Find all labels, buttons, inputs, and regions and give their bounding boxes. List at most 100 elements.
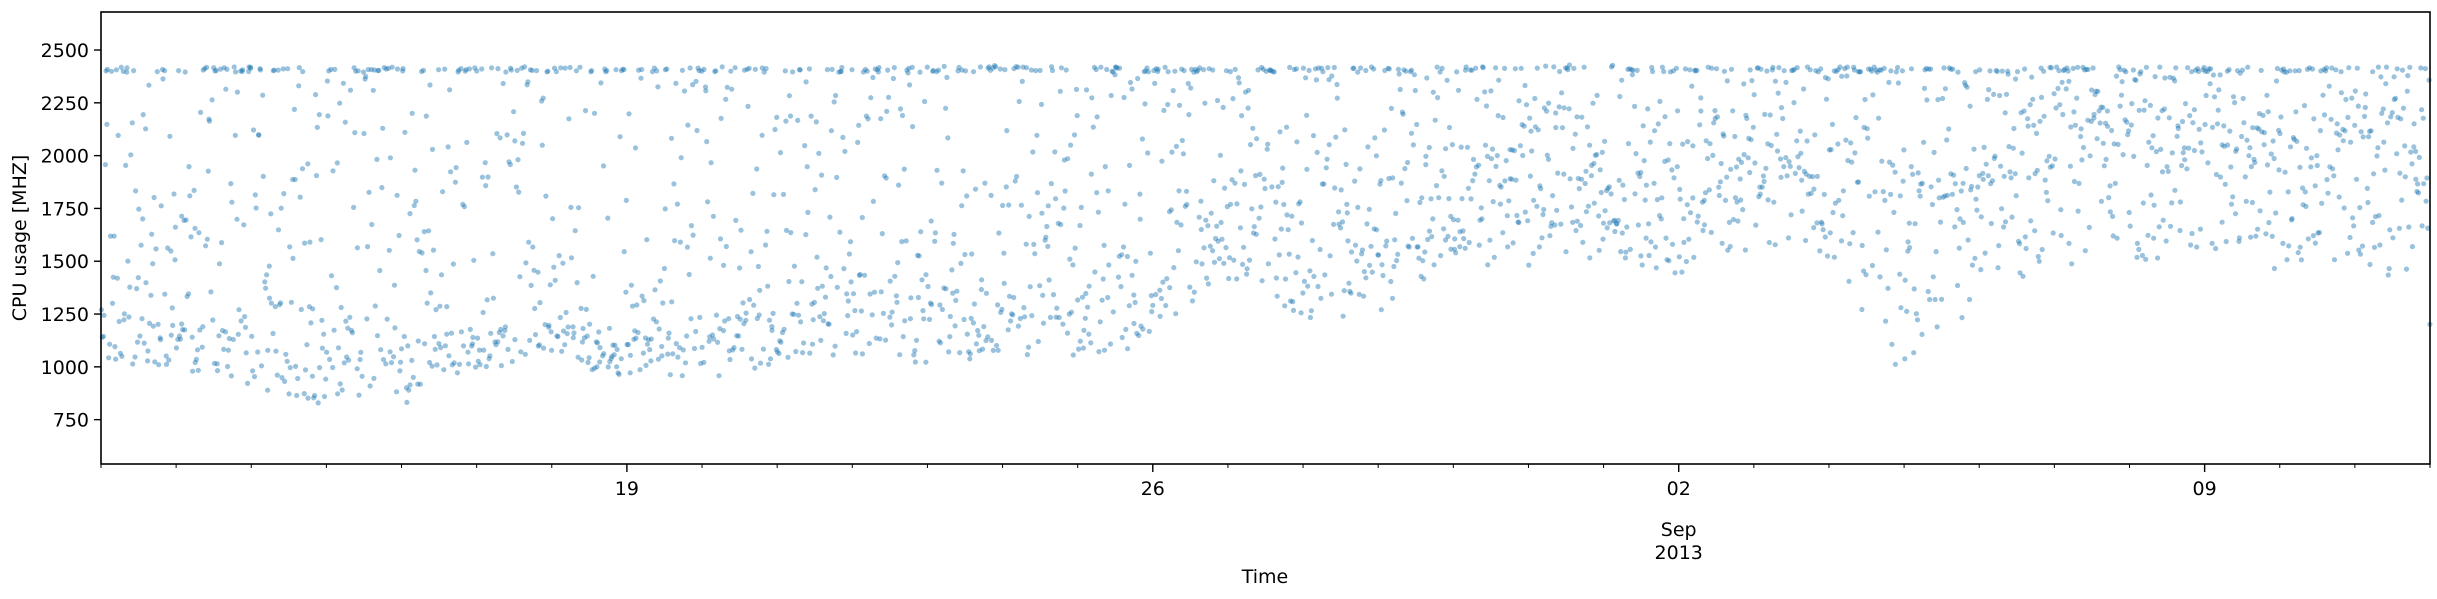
scatter-point	[1281, 201, 1287, 208]
scatter-point	[498, 326, 504, 332]
scatter-point	[988, 337, 995, 343]
scatter-point	[513, 184, 520, 190]
scatter-point	[1232, 66, 1238, 72]
scatter-point	[632, 145, 639, 151]
scatter-point	[2252, 159, 2258, 166]
scatter-point	[1210, 248, 1216, 254]
scatter-point	[1042, 237, 1048, 243]
scatter-point	[1500, 230, 1506, 236]
scatter-point	[1928, 66, 1934, 72]
scatter-point	[2044, 158, 2050, 164]
scatter-point	[2232, 211, 2239, 217]
scatter-point	[2338, 90, 2344, 96]
scatter-point	[557, 314, 563, 321]
scatter-point	[2387, 227, 2393, 233]
scatter-point	[1686, 236, 1692, 242]
scatter-point	[1250, 230, 1257, 236]
scatter-point	[1068, 309, 1075, 315]
scatter-point	[1640, 123, 1646, 129]
scatter-point	[2202, 68, 2209, 74]
scatter-point	[1134, 330, 1140, 336]
scatter-point	[649, 69, 656, 75]
scatter-point	[265, 387, 271, 393]
scatter-point	[490, 251, 496, 257]
scatter-point	[776, 350, 782, 357]
scatter-point	[822, 294, 829, 300]
scatter-point	[925, 283, 931, 290]
scatter-point	[878, 289, 884, 295]
scatter-point	[1913, 311, 1919, 317]
scatter-point	[716, 373, 722, 379]
scatter-point	[993, 64, 999, 70]
scatter-point	[966, 349, 972, 355]
scatter-point	[2269, 233, 2275, 239]
scatter-point	[1929, 201, 1935, 208]
scatter-point	[1045, 203, 1051, 209]
scatter-point	[1965, 237, 1971, 243]
scatter-point	[204, 64, 210, 70]
scatter-point	[1840, 213, 1846, 219]
scatter-point	[562, 342, 568, 348]
scatter-point	[1180, 151, 1186, 157]
scatter-point	[2037, 118, 2043, 124]
scatter-point	[637, 367, 643, 373]
scatter-point	[853, 350, 859, 356]
scatter-point	[761, 69, 767, 75]
scatter-point	[2232, 100, 2238, 106]
scatter-point	[2257, 208, 2263, 214]
scatter-point	[1094, 114, 1100, 120]
scatter-point	[1034, 132, 1040, 138]
scatter-point	[1110, 69, 1116, 75]
scatter-point	[1295, 254, 1301, 260]
scatter-point	[330, 364, 336, 371]
scatter-point	[2162, 75, 2168, 81]
scatter-point	[845, 298, 851, 304]
scatter-point	[1728, 66, 1735, 72]
scatter-point	[2191, 107, 2197, 113]
scatter-point	[137, 333, 143, 339]
scatter-point	[1567, 176, 1573, 182]
scatter-point	[2249, 199, 2255, 206]
scatter-point	[684, 333, 690, 339]
scatter-point	[1272, 236, 1278, 242]
scatter-point	[359, 373, 365, 379]
scatter-point	[1234, 201, 1240, 207]
scatter-point	[1035, 338, 1041, 345]
scatter-point	[1857, 69, 1863, 75]
scatter-point	[1804, 64, 1811, 70]
scatter-point	[1497, 182, 1503, 188]
scatter-point	[1803, 237, 1809, 244]
scatter-point	[1090, 124, 1096, 130]
scatter-point	[976, 348, 982, 354]
scatter-point	[741, 67, 748, 73]
scatter-point	[937, 340, 944, 346]
scatter-point	[2143, 256, 2149, 262]
scatter-point	[2106, 195, 2112, 201]
scatter-point	[124, 69, 130, 75]
scatter-point	[2352, 88, 2358, 94]
scatter-point	[1999, 68, 2005, 74]
scatter-point	[451, 360, 457, 366]
scatter-point	[234, 216, 240, 222]
scatter-point	[947, 334, 953, 340]
scatter-point	[2149, 145, 2155, 151]
scatter-point	[1584, 124, 1591, 130]
scatter-point	[427, 359, 433, 366]
scatter-point	[1879, 158, 1885, 164]
scatter-point	[719, 64, 725, 70]
scatter-point	[1897, 271, 1903, 277]
scatter-point	[573, 68, 580, 74]
scatter-point	[633, 335, 639, 341]
scatter-point	[1749, 78, 1755, 84]
scatter-point	[1388, 105, 1394, 111]
scatter-point	[770, 310, 776, 316]
scatter-point	[2207, 81, 2213, 87]
scatter-point	[819, 283, 825, 289]
scatter-point	[1340, 313, 1346, 319]
scatter-point	[292, 176, 298, 183]
scatter-point	[2379, 110, 2385, 116]
scatter-point	[2319, 200, 2325, 206]
scatter-point	[1602, 138, 1608, 144]
scatter-point	[519, 140, 526, 146]
scatter-point	[467, 326, 473, 332]
